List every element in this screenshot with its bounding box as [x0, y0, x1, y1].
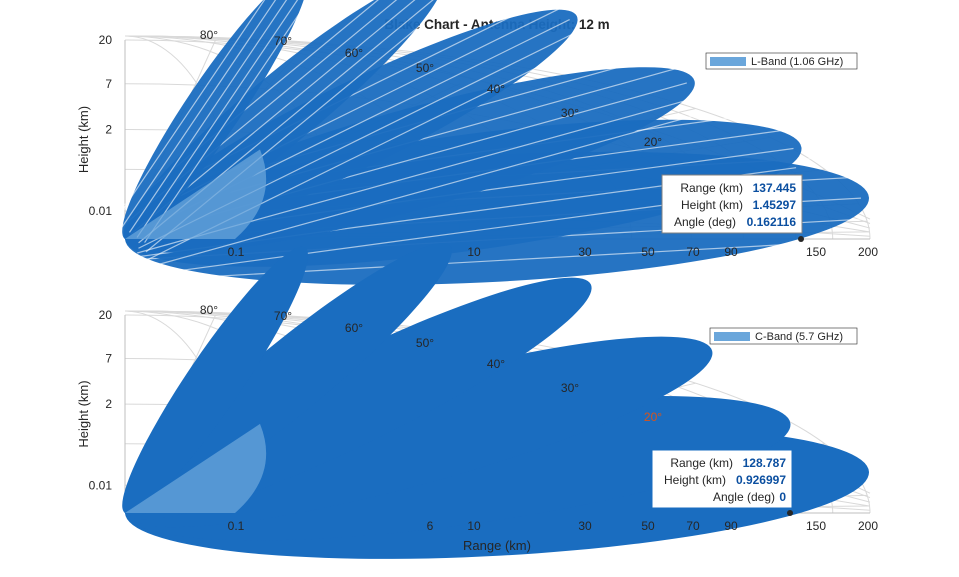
- near-field-region: [125, 149, 267, 239]
- datatip-value: 0.926997: [736, 473, 786, 487]
- angle-label: 70°: [274, 309, 292, 323]
- angle-label: 20°: [644, 410, 662, 424]
- datatip-value: 128.787: [743, 456, 787, 470]
- lobe-stripe: [121, 0, 294, 228]
- x-tick-label: 70: [686, 519, 700, 533]
- datatip-label: Angle (deg): [674, 215, 736, 229]
- x-tick-label: 10: [467, 519, 481, 533]
- x-axis-label: Range (km): [463, 538, 531, 553]
- lower-blake-panel: 80° 70°60°50°40°30°20°0.1 6 10 30 50 70 90 150 20…: [76, 243, 878, 559]
- x-tick-label: 30: [578, 245, 592, 259]
- x-tick-label: 6: [427, 519, 434, 533]
- datatip-label: Angle (deg): [713, 490, 775, 504]
- angle-label: 80°: [200, 28, 218, 42]
- datatip-marker[interactable]: [798, 236, 804, 242]
- datatip-value: 1.45297: [753, 198, 797, 212]
- x-tick-label: 0.1: [228, 245, 245, 259]
- legend-label: C-Band (5.7 GHz): [755, 331, 843, 343]
- datatip-value: 0.162116: [747, 215, 797, 229]
- x-tick-label: 200: [858, 245, 878, 259]
- legend: C-Band (5.7 GHz): [709, 327, 858, 345]
- y-axis-label: Height (km): [76, 380, 91, 447]
- x-tick-label: 150: [806, 519, 826, 533]
- datatip-value: 0: [779, 490, 786, 504]
- datatip-marker[interactable]: [787, 510, 793, 516]
- datatip-label: Range (km): [670, 456, 733, 470]
- lobe-stripe: [128, 0, 302, 233]
- y-tick-label: 0.01: [89, 204, 113, 218]
- datatip[interactable]: 137.445 Range (km) 1.45297 Height (km) 0.162…: [661, 174, 804, 242]
- lobe-60deg: [122, 246, 308, 514]
- x-tick-label: 70: [686, 245, 700, 259]
- y-tick-label: 7: [105, 77, 112, 91]
- near-field-region: [125, 423, 267, 513]
- legend-label: L-Band (1.06 GHz): [751, 56, 843, 68]
- datatip-value: 137.445: [753, 181, 797, 195]
- angle-label: 60°: [345, 46, 363, 60]
- upper-blake-panel: 80°70°60°50°40°30°20°0.16103050709015020…: [76, 0, 878, 285]
- angle-label: 70°: [274, 34, 292, 48]
- angle-label: 30°: [561, 381, 579, 395]
- angle-label: 30°: [561, 106, 579, 120]
- angle-label: 60°: [345, 321, 363, 335]
- datatip-label: Range (km): [680, 181, 743, 195]
- y-tick-label: 2: [105, 123, 112, 137]
- x-tick-label: 200: [858, 519, 878, 533]
- y-tick-label: 20: [99, 308, 113, 322]
- legend-swatch: [714, 332, 750, 341]
- x-tick-label: 0.1: [228, 519, 245, 533]
- angle-label: 50°: [416, 61, 434, 75]
- angle-label: 50°: [416, 336, 434, 350]
- x-tick-label: 50: [641, 519, 655, 533]
- lobe-stripe: [135, 239, 864, 282]
- legend: L-Band (1.06 GHz): [705, 52, 858, 70]
- datatip[interactable]: 128.787 Range (km)0.926997 Height (km) 0 Ang…: [651, 449, 793, 516]
- angle-label: 40°: [487, 357, 505, 371]
- lobe-stripe: [144, 0, 317, 243]
- lobe-stripe: [136, 0, 309, 238]
- y-tick-label: 20: [99, 33, 113, 47]
- lobe-stripe: [113, 0, 287, 223]
- radiation-lobes: [113, 0, 869, 285]
- x-tick-label: 90: [724, 519, 738, 533]
- y-tick-label: 2: [105, 397, 112, 411]
- y-axis-label: Height (km): [76, 106, 91, 173]
- datatip-box: [651, 449, 793, 509]
- datatip-label: Height (km): [681, 198, 743, 212]
- datatip-box: [661, 174, 803, 234]
- datatip-label: Height (km): [664, 473, 726, 487]
- angle-label: 80°: [200, 303, 218, 317]
- lobe-44deg: [123, 243, 452, 516]
- y-tick-label: 0.01: [89, 478, 113, 492]
- y-tick-label: 7: [105, 352, 112, 366]
- x-tick-label: 150: [806, 245, 826, 259]
- x-tick-label: 10: [467, 245, 481, 259]
- x-tick-label: 30: [578, 519, 592, 533]
- angle-label: 40°: [487, 82, 505, 96]
- x-tick-label: 90: [724, 245, 738, 259]
- x-tick-label: 50: [641, 245, 655, 259]
- lobe-stripe: [141, 114, 696, 270]
- angle-label: 20°: [644, 135, 662, 149]
- legend-swatch: [710, 57, 746, 66]
